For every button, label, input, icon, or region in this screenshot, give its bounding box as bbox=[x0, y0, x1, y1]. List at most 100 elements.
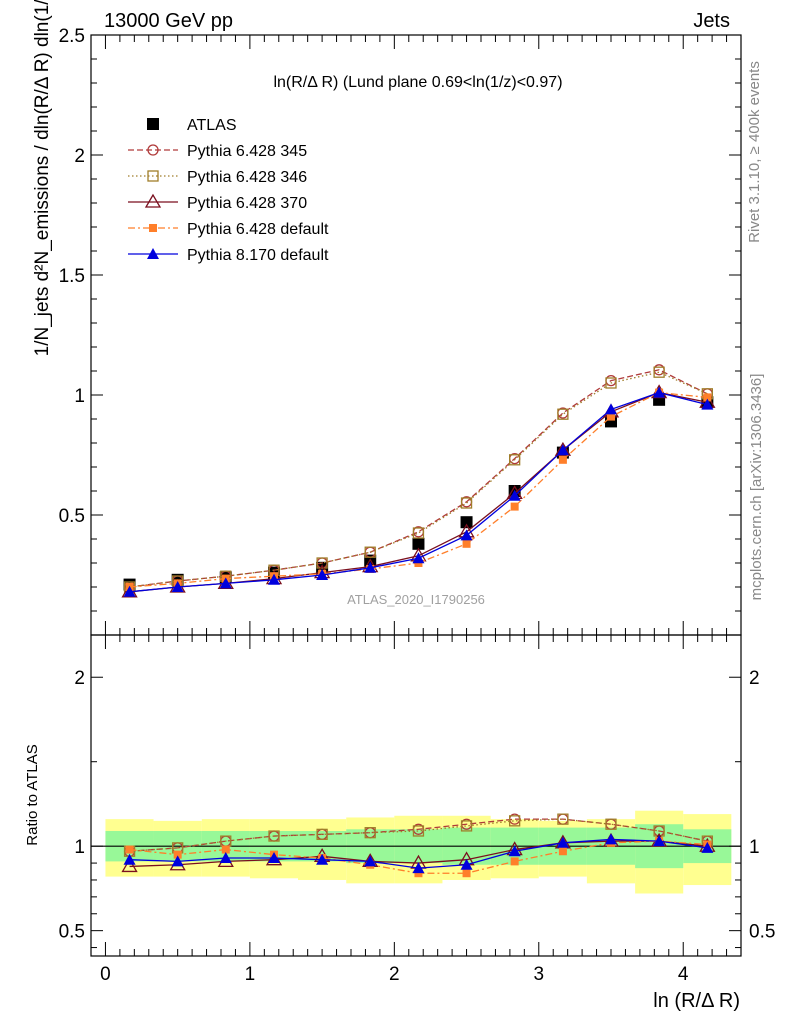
ratio-data-point bbox=[219, 852, 232, 864]
ratio-y-tick-label-right: 2 bbox=[749, 668, 760, 689]
ratio-data-point bbox=[121, 858, 138, 873]
legend-entry: ATLAS bbox=[147, 117, 237, 134]
legend-entry: Pythia 6.428 370 bbox=[128, 193, 307, 212]
data-point bbox=[508, 489, 521, 501]
series-pythia-8-170-default bbox=[123, 386, 714, 597]
ratio-data-point bbox=[557, 813, 569, 825]
analysis-watermark: ATLAS_2020_I1790256 bbox=[347, 592, 485, 607]
legend-entry: Pythia 6.428 345 bbox=[128, 143, 307, 160]
data-point bbox=[701, 398, 714, 410]
legend-label: Pythia 6.428 default bbox=[187, 221, 329, 238]
ratio-data-point bbox=[173, 850, 182, 859]
data-point bbox=[316, 557, 328, 569]
ratio-series-pythia-8-170-default bbox=[123, 833, 714, 874]
ratio-data-point bbox=[125, 845, 134, 854]
ratio-data-point bbox=[221, 845, 230, 854]
ratio-data-point bbox=[510, 857, 519, 866]
ratio-data-point bbox=[605, 833, 617, 845]
data-point bbox=[460, 497, 473, 509]
legend-marker bbox=[144, 193, 162, 208]
ratio-plot-frame bbox=[90, 634, 742, 957]
main-plot-title: ln(R/Δ R) (Lund plane 0.69<ln(1/z)<0.97) bbox=[273, 74, 562, 91]
legend-marker bbox=[149, 224, 157, 232]
ratio-series-line bbox=[129, 818, 708, 852]
legend-entry: Pythia 8.170 default bbox=[128, 247, 329, 264]
ratio-series-line bbox=[129, 818, 708, 852]
data-point bbox=[556, 444, 569, 456]
data-point bbox=[703, 393, 712, 402]
x-tick-label: 4 bbox=[678, 964, 689, 985]
data-point bbox=[653, 366, 665, 378]
legend-marker bbox=[147, 118, 159, 130]
data-point bbox=[653, 386, 666, 398]
legend-label: Pythia 8.170 default bbox=[187, 247, 329, 264]
data-point bbox=[364, 561, 377, 573]
legend-label: Pythia 6.428 346 bbox=[187, 169, 307, 186]
ratio-data-point bbox=[316, 828, 328, 841]
ratio-data-point bbox=[412, 825, 425, 837]
ratio-data-point bbox=[605, 818, 617, 830]
main-y-tick-label: 2.5 bbox=[59, 26, 85, 47]
ratio-y-tick-label-right: 0.5 bbox=[749, 922, 775, 943]
rivet-version-label: Rivet 3.1.10, ≥ 400k events bbox=[746, 61, 763, 243]
ratio-data-point bbox=[460, 820, 473, 832]
data-point bbox=[412, 527, 425, 539]
data-point bbox=[462, 539, 471, 548]
data-point bbox=[268, 573, 281, 585]
ratio-data-point bbox=[556, 836, 569, 848]
data-point bbox=[510, 502, 519, 511]
ratio-y-tick-label-right: 1 bbox=[749, 837, 760, 858]
data-point bbox=[364, 546, 376, 558]
ratio-data-point bbox=[268, 852, 281, 864]
header-left-label: 13000 GeV pp bbox=[104, 10, 233, 32]
ratio-y-tick-label: 2 bbox=[74, 668, 85, 689]
ratio-data-point bbox=[460, 858, 473, 870]
ratio-data-point bbox=[701, 841, 714, 853]
ratio-plot-panel: 0.5 0.5 1 1 2 2 0 1 2 3 4 bbox=[59, 634, 775, 985]
main-y-tick-label: 1.5 bbox=[59, 266, 85, 287]
ratio-y-tick-label: 1 bbox=[74, 837, 85, 858]
data-point bbox=[557, 408, 569, 420]
legend-label: Pythia 6.428 345 bbox=[187, 143, 307, 160]
x-tick-label: 0 bbox=[100, 964, 111, 985]
data-point bbox=[558, 455, 567, 464]
header-right-label: Jets bbox=[693, 10, 730, 32]
data-point bbox=[412, 537, 425, 550]
data-point bbox=[509, 454, 521, 466]
ratio-data-point bbox=[414, 869, 423, 878]
data-point bbox=[123, 585, 136, 597]
data-point bbox=[316, 569, 329, 580]
ratio-y-axis-label: Ratio to ATLAS bbox=[24, 744, 41, 845]
main-y-tick-label: 2 bbox=[74, 146, 85, 167]
ratio-data-point bbox=[171, 855, 184, 867]
ratio-data-point bbox=[508, 845, 521, 857]
data-point bbox=[605, 377, 617, 389]
data-point bbox=[460, 516, 473, 529]
legend-label: Pythia 6.428 370 bbox=[187, 195, 307, 212]
ratio-data-point bbox=[653, 835, 666, 847]
x-tick-label: 3 bbox=[533, 964, 544, 985]
ratio-data-point bbox=[268, 830, 280, 842]
mcplots-label: mcplots.cern.ch [arXiv:1306.3436] bbox=[748, 374, 765, 601]
x-tick-label: 2 bbox=[389, 964, 400, 985]
ratio-series-pythia-6-428-346 bbox=[123, 813, 713, 857]
legend-marker bbox=[147, 170, 159, 182]
ratio-data-point bbox=[123, 853, 136, 865]
ratio-data-point bbox=[558, 847, 567, 856]
main-y-tick-label: 0.5 bbox=[59, 506, 85, 527]
ratio-y-tick-label: 0.5 bbox=[59, 922, 85, 943]
data-point bbox=[171, 581, 184, 592]
data-point bbox=[605, 403, 617, 415]
main-plot-panel: 0.5 1 1.5 2 2.5 bbox=[59, 26, 742, 636]
ratio-data-point bbox=[364, 827, 376, 839]
data-point bbox=[460, 529, 473, 541]
x-axis-label: ln (R/Δ R) bbox=[653, 990, 740, 1012]
data-point bbox=[219, 577, 232, 589]
main-y-axis-label: 1/N_jets d²N_emissions / dln(R/Δ R) dln(… bbox=[32, 0, 53, 356]
ratio-data-point bbox=[364, 855, 377, 867]
ratio-data-point bbox=[509, 815, 521, 827]
ratio-data-point bbox=[462, 869, 471, 878]
legend-entry: Pythia 6.428 346 bbox=[128, 169, 307, 186]
main-y-tick-label: 1 bbox=[74, 386, 85, 407]
